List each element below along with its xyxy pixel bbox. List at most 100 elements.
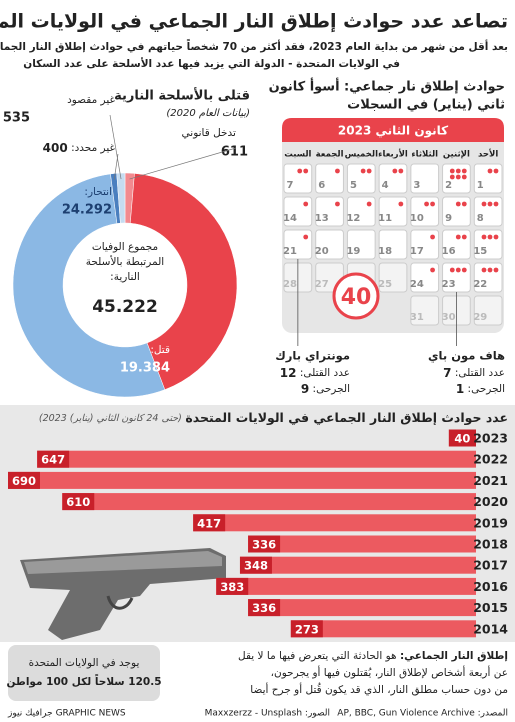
day-number: 31	[410, 312, 424, 323]
incident-dot	[455, 174, 461, 180]
pie-subtitle: (بيانات العام 2020)	[166, 108, 250, 119]
incident-dot	[303, 168, 309, 174]
day-number: 18	[378, 246, 392, 257]
pie-title: قتلى بالأسلحة النارية	[114, 87, 250, 104]
incident-dot	[481, 234, 487, 240]
incident-dot	[487, 168, 493, 174]
day-number: 25	[378, 279, 392, 290]
incident-dot	[366, 201, 372, 207]
bar-label-box	[239, 556, 272, 574]
weekday: الأربعاء	[378, 149, 408, 160]
day-number: 27	[315, 279, 329, 290]
value-label: 19.384	[120, 361, 170, 376]
incident-dot	[455, 168, 461, 174]
incident-dot	[487, 201, 493, 207]
injured-label: الجرحى:	[468, 383, 505, 395]
pie-total: 45.222	[92, 297, 158, 317]
year-label: 2014	[473, 621, 508, 636]
center-text: النارية:	[110, 271, 140, 283]
incident-dot	[360, 168, 366, 174]
day-cell	[473, 295, 503, 326]
bar-label-box	[193, 514, 226, 532]
year-label: 2017	[473, 558, 508, 573]
incident-killed: عدد القتلى: 12	[280, 366, 350, 380]
gun-note: 120.5 سلاحاً لكل 100 مواطن	[6, 674, 161, 688]
day-number: 3	[413, 180, 420, 191]
bar	[62, 493, 477, 511]
bar-label-box	[37, 450, 70, 468]
calendar-title: حوادث إطلاق نار جماعي: أسوأ كانون	[269, 78, 505, 95]
definition-line: إطلاق النار الجماعي: هو الحادثة التي يتع…	[238, 650, 508, 662]
bar-value-label: 610	[66, 495, 90, 509]
incident-dot	[481, 201, 487, 207]
incident-dot	[430, 234, 435, 240]
calendar-header	[282, 118, 504, 142]
bar-title-main: عدد حوادث إطلاق النار الجماعي في الولايا…	[185, 410, 508, 425]
day-cell	[410, 163, 440, 194]
bar-value-label: 336	[252, 538, 276, 552]
pie-slice	[116, 172, 126, 224]
bar-value-label: 348	[244, 559, 268, 573]
bar-value-label: 336	[252, 601, 276, 615]
day-number: 19	[346, 246, 360, 257]
bar	[216, 577, 477, 595]
incident-dot	[455, 234, 461, 240]
day-number: 9	[445, 213, 452, 224]
calendar-title: ثاني (يناير) في السجلات	[347, 98, 505, 113]
gun-note-box	[8, 645, 160, 701]
day-number: 5	[350, 180, 357, 191]
day-number: 8	[477, 213, 484, 224]
day-number: 2	[445, 180, 452, 191]
day-number: 15	[473, 246, 487, 257]
incident-dot	[449, 267, 455, 273]
year-label: 2021	[473, 473, 508, 488]
incident-dot	[461, 201, 467, 207]
day-cell	[346, 229, 376, 260]
killed-value: 7	[443, 366, 451, 380]
weekday: الأحد	[478, 149, 498, 160]
bar	[248, 599, 476, 617]
day-number: 11	[378, 213, 392, 224]
day-number: 12	[346, 213, 360, 224]
killed-label: عدد القتلى:	[300, 367, 350, 379]
category-label: غير محدد:	[71, 142, 115, 154]
bar-value-label: 417	[197, 516, 221, 530]
incident-dot	[303, 234, 309, 240]
weekday: السبت	[284, 150, 311, 160]
incident-dot	[430, 201, 435, 207]
incident-dot	[461, 234, 467, 240]
injured-label: الجرحى:	[313, 383, 350, 395]
bar-title: عدد حوادث إطلاق النار الجماعي في الولايا…	[39, 410, 508, 425]
incident-dot	[398, 201, 404, 207]
value-label: 24.292	[62, 203, 112, 218]
calendar-total: 40	[341, 285, 372, 310]
bar	[37, 450, 476, 468]
pie-slice	[12, 173, 166, 398]
incident-dot	[449, 174, 455, 180]
gun-note: يوجد في الولايات المتحدة	[29, 657, 140, 669]
category-label: تدخل قانوني	[182, 127, 237, 139]
day-number: 10	[410, 213, 424, 224]
title: تصاعد عدد حوادث إطلاق النار الجماعي في ا…	[0, 11, 508, 33]
day-number: 24	[410, 279, 424, 290]
subtitle: بعد أقل من شهر من بداية العام 2023، فقد …	[0, 39, 508, 53]
day-number: 14	[283, 213, 297, 224]
weekday: الخميس	[345, 150, 379, 160]
bar	[290, 620, 476, 638]
bar-label-box	[248, 599, 281, 617]
bar-label-box	[290, 620, 323, 638]
gun-illustration	[20, 548, 226, 640]
value-label: 400	[43, 141, 68, 155]
bar	[193, 514, 476, 532]
bar	[239, 556, 476, 574]
bar-label-box	[248, 535, 281, 553]
incident-dot	[455, 201, 461, 207]
day-number: 13	[315, 213, 329, 224]
value-label: 535	[3, 111, 30, 126]
definition-line: عن أربعة أشخاص لإطلاق النار، يُقتلون فيه…	[271, 665, 508, 679]
bar-subtitle: (حتى 24 كانون الثاني (يناير) 2023)	[39, 413, 182, 424]
year-label: 2022	[473, 452, 508, 467]
incident-dot	[493, 168, 499, 174]
